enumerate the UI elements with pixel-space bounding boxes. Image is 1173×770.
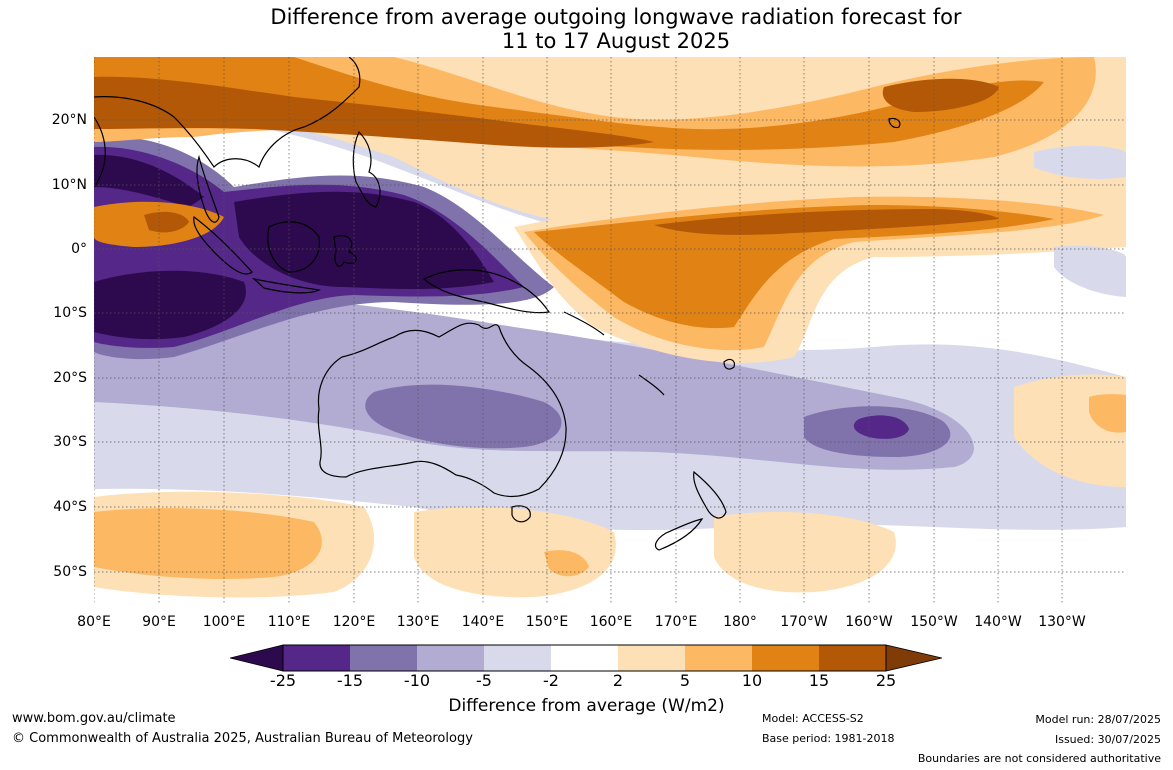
footer-base-period: Base period: 1981-2018 [762, 732, 895, 745]
longitude-label: 130°W [1038, 614, 1086, 630]
anomaly-region [654, 209, 999, 235]
colorbar-tick-label: 10 [741, 671, 763, 690]
longitude-label: 180° [723, 614, 757, 630]
latitude-label: 30°S [53, 434, 87, 450]
tasmania-coastline [511, 505, 531, 523]
colorbar-tick-label: 2 [612, 671, 624, 690]
footer-boundaries-note: Boundaries are not considered authoritat… [917, 752, 1161, 765]
latitude-label: 10°S [53, 305, 87, 321]
new-caledonia-coastline [638, 374, 665, 396]
longitude-label: 90°E [142, 614, 176, 630]
australia-coastline [317, 322, 567, 498]
footer-model-run: Model run: 28/07/2025 [1035, 713, 1161, 726]
footer-copyright: © Commonwealth of Australia 2025, Austra… [12, 731, 473, 746]
india-coastline [94, 116, 106, 188]
longitude-label: 160°W [845, 614, 893, 630]
anomaly-region [365, 384, 562, 449]
anomaly-region [144, 211, 189, 233]
map-title: Difference from average outgoing longwav… [270, 5, 962, 29]
latitude-label: 20°S [53, 370, 87, 386]
colorbar-swatch-highest [885, 644, 942, 672]
longitude-label: 100°E [202, 614, 246, 630]
longitude-label: 160°E [589, 614, 633, 630]
anomaly-region [94, 76, 654, 148]
anomaly-region [1054, 245, 1126, 297]
borneo-coastline [267, 221, 320, 273]
colorbar-swatch [283, 645, 350, 671]
colorbar-tick-label: 25 [875, 671, 897, 690]
longitude-label: 140°E [461, 614, 505, 630]
malay-peninsula-coastline [196, 154, 220, 223]
sulawesi-coastline [333, 235, 357, 267]
longitude-label: 150°E [525, 614, 569, 630]
colorbar-swatch [819, 645, 886, 671]
colorbar-label: Difference from average (W/m2) [448, 696, 725, 716]
anomaly-region [1089, 394, 1126, 433]
longitude-label: 140°W [974, 614, 1022, 630]
anomaly-region [853, 415, 909, 439]
latitude-label: 40°S [53, 499, 87, 515]
hawaii-coastline [888, 117, 901, 129]
colorbar-tick-label: -25 [269, 671, 297, 690]
graticule [94, 57, 1126, 605]
latitude-label: 50°S [53, 564, 87, 580]
anomaly-region [882, 78, 999, 112]
coastlines [94, 57, 901, 551]
colorbar [230, 644, 942, 672]
colorbar-tick-label: -5 [476, 671, 492, 690]
anomaly-region [94, 294, 974, 470]
latitude-label: 10°N [51, 177, 87, 193]
colorbar-swatch [484, 645, 551, 671]
java-coastline [251, 277, 321, 294]
anomaly-region [1034, 145, 1126, 179]
anomaly-region [534, 205, 1054, 329]
longitude-label: 170°E [654, 614, 698, 630]
map-subtitle-dates: 11 to 17 August 2025 [501, 29, 731, 53]
colorbar-tick-label: -2 [543, 671, 559, 690]
colorbar-tick-label: -15 [336, 671, 364, 690]
longitude-label: 120°E [332, 614, 376, 630]
new-zealand-north-coastline [693, 470, 727, 519]
longitude-label: 80°E [77, 614, 111, 630]
colorbar-swatch [618, 645, 685, 671]
colorbar-tick-label: 5 [679, 671, 691, 690]
anomaly-region [94, 154, 204, 207]
longitude-label: 170°W [780, 614, 828, 630]
colorbar-swatch-lowest [230, 644, 284, 672]
latitude-label: 20°N [51, 112, 87, 128]
colorbar-swatch [685, 645, 752, 671]
colorbar-swatch [350, 645, 417, 671]
colorbar-swatch [752, 645, 819, 671]
anomaly-region [234, 191, 494, 290]
anomaly-fields [94, 57, 1126, 598]
anomaly-region [94, 508, 322, 579]
longitude-label: 130°E [396, 614, 440, 630]
anomaly-region [544, 550, 589, 577]
longitude-label: 110°E [267, 614, 311, 630]
colorbar-swatch [417, 645, 484, 671]
longitude-label: 150°W [910, 614, 958, 630]
footer-issued: Issued: 30/07/2025 [1054, 733, 1161, 746]
latitude-label: 0° [71, 241, 87, 257]
philippines-coastline [352, 130, 381, 208]
colorbar-swatch [551, 645, 618, 671]
sumatra-coastline [193, 215, 253, 275]
fiji-coastline [723, 358, 735, 370]
anomaly-region [94, 270, 246, 340]
asia-coastline [94, 57, 361, 168]
solomon-coastline [563, 311, 605, 336]
footer-url: www.bom.gov.au/climate [12, 711, 176, 726]
new-zealand-south-coastline [654, 518, 704, 551]
colorbar-tick-label: -10 [403, 671, 431, 690]
footer-model: Model: ACCESS-S2 [762, 712, 864, 725]
colorbar-tick-label: 15 [808, 671, 830, 690]
new-guinea-coastline [422, 269, 551, 314]
anomaly-map [94, 57, 1126, 605]
anomaly-region [714, 512, 896, 593]
